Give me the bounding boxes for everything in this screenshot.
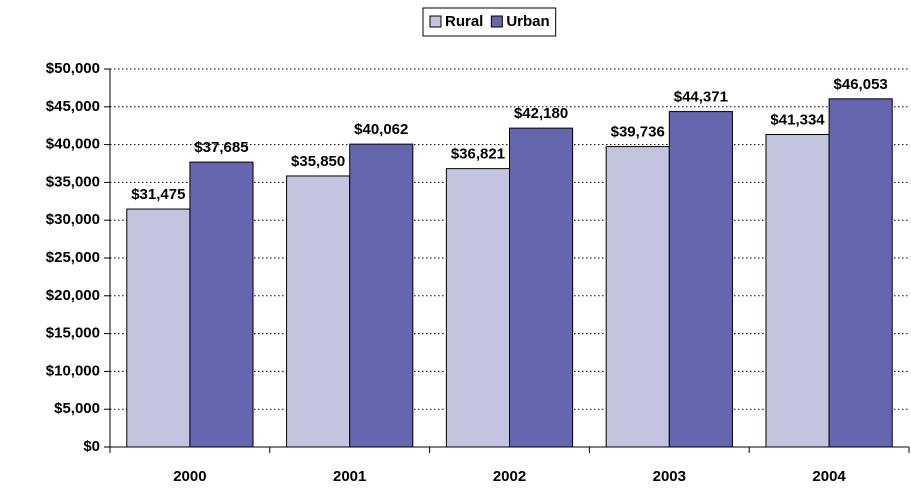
y-tick-label: $0	[83, 438, 100, 455]
value-label: $35,850	[291, 153, 345, 170]
legend-label: Urban	[506, 13, 549, 30]
legend-box	[422, 7, 557, 37]
y-tick-label: $45,000	[46, 98, 100, 115]
value-label: $39,736	[611, 124, 665, 141]
value-label: $44,371	[674, 89, 728, 106]
value-label: $37,685	[194, 139, 248, 156]
bar	[286, 175, 351, 448]
value-label: $41,334	[770, 111, 825, 128]
value-label: $40,062	[354, 121, 408, 138]
y-tick-label: $5,000	[54, 400, 100, 417]
bar	[189, 161, 254, 448]
y-tick-label: $50,000	[46, 60, 100, 77]
x-tick-label: 2004	[812, 468, 846, 485]
bar	[509, 127, 574, 448]
bar	[605, 146, 670, 448]
bar	[668, 111, 733, 448]
y-tick-label: $25,000	[46, 249, 100, 266]
value-label: $36,821	[451, 146, 505, 163]
value-label: $42,180	[514, 105, 568, 122]
legend-swatch	[429, 15, 442, 28]
bar	[828, 98, 893, 448]
value-label: $46,053	[834, 76, 888, 93]
bar	[126, 208, 191, 448]
x-tick-label: 2003	[653, 468, 686, 485]
y-tick-label: $30,000	[46, 211, 100, 228]
legend-swatch	[490, 15, 503, 28]
x-tick-label: 2001	[333, 468, 366, 485]
bar	[445, 168, 510, 448]
value-label: $31,475	[131, 186, 185, 203]
y-tick-label: $20,000	[46, 287, 100, 304]
x-tick-label: 2002	[493, 468, 526, 485]
y-tick-label: $10,000	[46, 362, 100, 379]
y-tick-label: $35,000	[46, 173, 100, 190]
x-tick-label: 2000	[173, 468, 206, 485]
legend-label: Rural	[445, 13, 483, 30]
bar	[349, 143, 414, 448]
y-tick-label: $15,000	[46, 325, 100, 342]
bar	[765, 134, 830, 448]
y-tick-label: $40,000	[46, 136, 100, 153]
